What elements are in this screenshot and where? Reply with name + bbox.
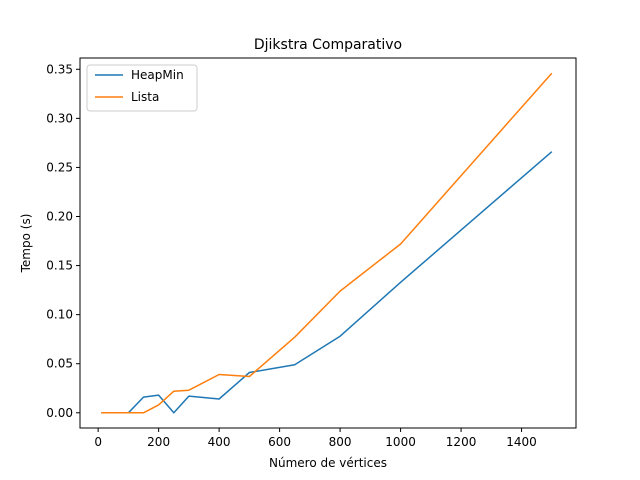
y-tick-label: 0.35: [46, 62, 73, 76]
y-tick-label: 0.15: [46, 259, 73, 273]
x-tick-label: 1200: [446, 435, 477, 449]
x-tick-label: 400: [208, 435, 231, 449]
series-lines: [101, 72, 553, 414]
legend-box: [86, 64, 198, 112]
axis-ticks: 0 200 400 600 800 1000 1200 1400 0.00 0.05 0.10 0.1…: [46, 62, 537, 449]
plot-frame: [79, 57, 577, 429]
y-tick-label: 0.25: [46, 160, 73, 174]
legend-label: Lista: [131, 90, 159, 104]
x-tick-label: 0: [94, 435, 102, 449]
legend-label: HeapMin: [131, 68, 184, 82]
x-tick-label: 1000: [385, 435, 416, 449]
y-tick-label: 0.10: [46, 308, 73, 322]
y-tick-label: 0.05: [46, 357, 73, 371]
x-tick-label: 600: [268, 435, 291, 449]
x-tick-label: 800: [329, 435, 352, 449]
series-line-lista: [101, 72, 553, 414]
legend: HeapMin Lista: [86, 64, 198, 112]
x-tick-label: 1400: [506, 435, 537, 449]
y-tick-label: 0.00: [46, 406, 73, 420]
y-tick-label: 0.30: [46, 111, 73, 125]
chart-title: Djikstra Comparativo: [254, 37, 402, 53]
x-axis-label: Número de vértices: [269, 456, 387, 470]
y-axis-label: Tempo (s): [19, 214, 33, 274]
y-tick-label: 0.20: [46, 210, 73, 224]
x-tick-label: 200: [147, 435, 170, 449]
